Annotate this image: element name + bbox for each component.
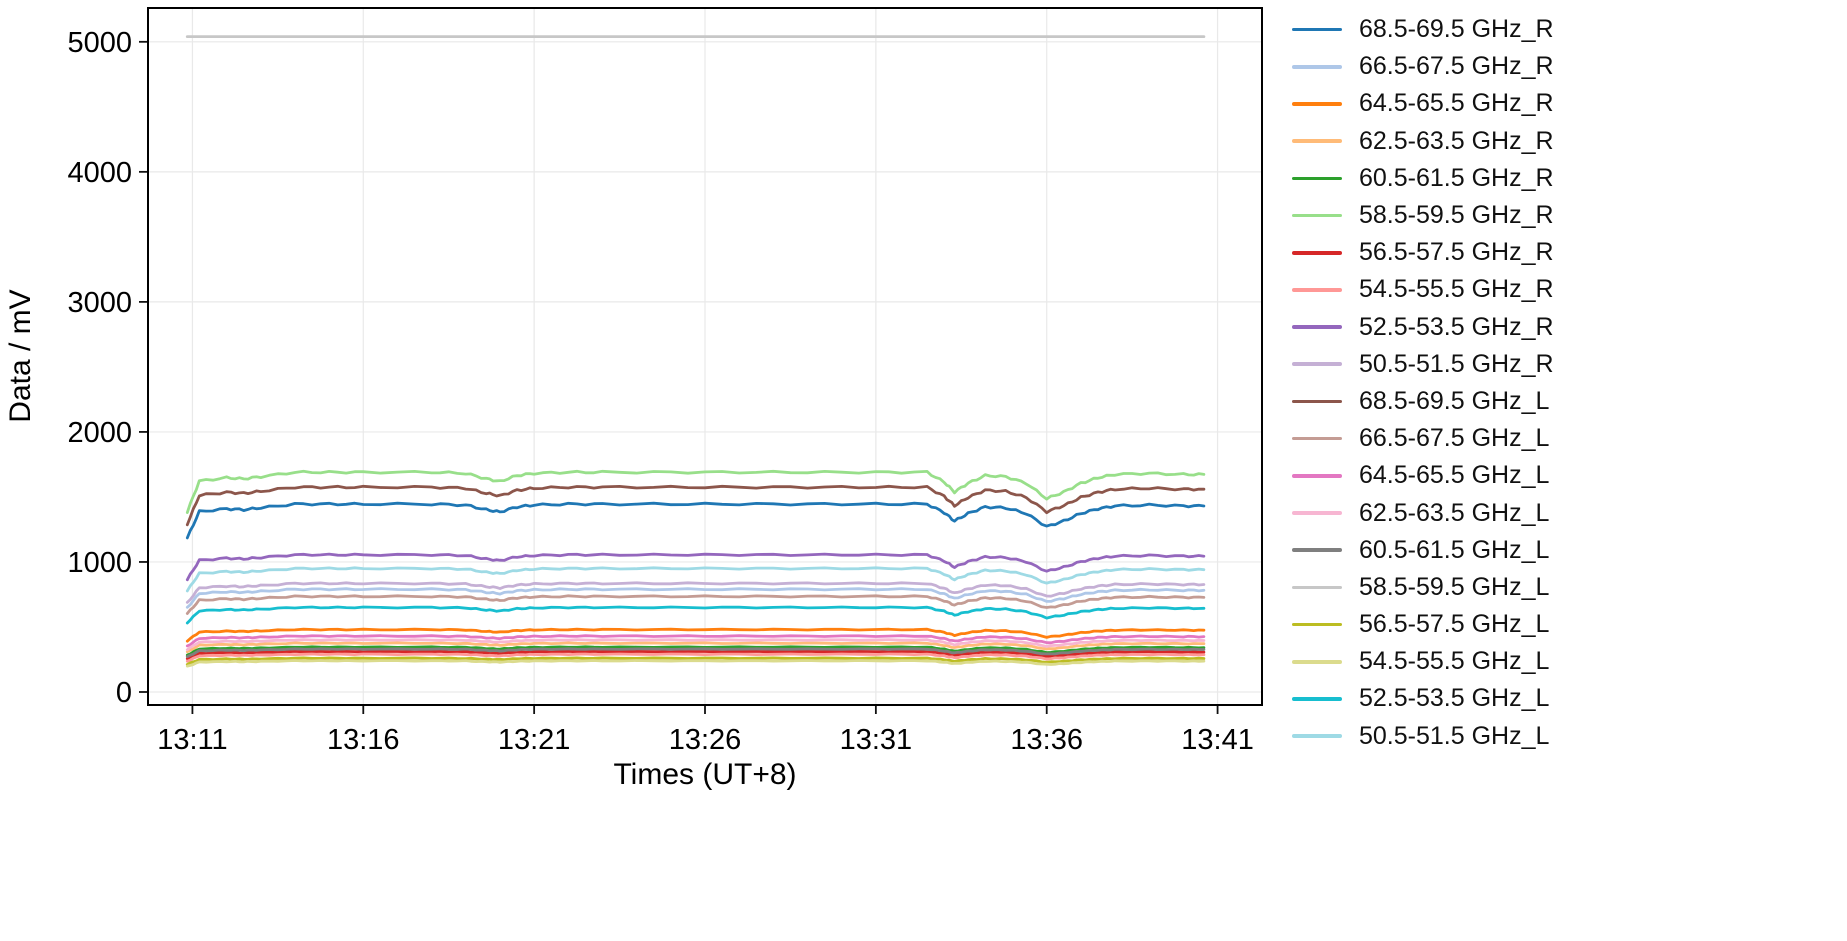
series-line (185, 652, 1206, 663)
legend-item: 64.5-65.5 GHz_R (1292, 85, 1554, 122)
legend-swatch (1292, 697, 1342, 701)
legend-swatch (1292, 436, 1342, 441)
legend-item: 62.5-63.5 GHz_L (1292, 494, 1554, 531)
series-line (185, 587, 1206, 609)
legend-swatch (1292, 585, 1342, 590)
legend-item: 52.5-53.5 GHz_R (1292, 309, 1554, 346)
legend-item: 68.5-69.5 GHz_L (1292, 383, 1554, 420)
legend-item: 54.5-55.5 GHz_R (1292, 271, 1554, 308)
legend-label: 64.5-65.5 GHz_L (1359, 461, 1550, 490)
legend-swatch (1292, 362, 1342, 367)
legend-label: 68.5-69.5 GHz_R (1359, 15, 1554, 44)
legend: 68.5-69.5 GHz_R 66.5-67.5 GHz_R 64.5-65.5 … (1292, 11, 1554, 755)
legend-item: 68.5-69.5 GHz_R (1292, 11, 1554, 48)
legend-label: 52.5-53.5 GHz_L (1359, 684, 1550, 713)
y-tick-label: 0 (116, 677, 132, 709)
legend-swatch (1292, 64, 1342, 69)
legend-swatch (1292, 213, 1342, 218)
legend-swatch (1292, 288, 1342, 292)
series-line (185, 552, 1206, 582)
x-axis-label: Times (UT+8) (613, 758, 797, 791)
series-line (185, 469, 1206, 514)
series-line (185, 627, 1206, 643)
series-line (185, 656, 1206, 666)
x-tick-label: 13:36 (1010, 724, 1083, 756)
series-line (185, 659, 1206, 668)
legend-swatch (1292, 325, 1342, 329)
series-line (185, 594, 1206, 615)
y-tick-label: 4000 (67, 157, 132, 189)
legend-item: 56.5-57.5 GHz_L (1292, 606, 1554, 643)
legend-label: 50.5-51.5 GHz_L (1359, 721, 1550, 750)
x-tick-label: 13:11 (157, 724, 227, 756)
x-tick-label: 13:41 (1181, 724, 1254, 756)
legend-swatch (1292, 139, 1342, 143)
legend-item: 58.5-59.5 GHz_L (1292, 569, 1554, 606)
series-line (185, 501, 1206, 540)
series-line (185, 641, 1206, 654)
legend-item: 66.5-67.5 GHz_R (1292, 48, 1554, 85)
series-line (185, 645, 1206, 657)
legend-label: 50.5-51.5 GHz_R (1359, 349, 1554, 378)
legend-item: 50.5-51.5 GHz_R (1292, 346, 1554, 383)
series-line (185, 650, 1206, 660)
legend-label: 60.5-61.5 GHz_R (1359, 163, 1554, 192)
series-line (185, 484, 1206, 527)
legend-label: 68.5-69.5 GHz_L (1359, 386, 1550, 415)
legend-swatch (1292, 27, 1342, 32)
legend-swatch (1292, 176, 1342, 181)
legend-swatch (1292, 511, 1342, 515)
legend-item: 60.5-61.5 GHz_R (1292, 160, 1554, 197)
series-line (185, 566, 1206, 593)
series-line (185, 647, 1206, 658)
x-tick-label: 13:16 (327, 724, 400, 756)
legend-label: 52.5-53.5 GHz_R (1359, 312, 1554, 341)
legend-label: 66.5-67.5 GHz_R (1359, 52, 1554, 81)
legend-item: 58.5-59.5 GHz_R (1292, 197, 1554, 234)
legend-swatch (1292, 250, 1342, 255)
legend-swatch (1292, 622, 1342, 627)
legend-item: 54.5-55.5 GHz_L (1292, 643, 1554, 680)
legend-swatch (1292, 399, 1342, 404)
legend-label: 58.5-59.5 GHz_R (1359, 201, 1554, 230)
legend-label: 56.5-57.5 GHz_R (1359, 238, 1554, 267)
x-tick-label: 13:21 (498, 724, 571, 756)
legend-item: 64.5-65.5 GHz_L (1292, 457, 1554, 494)
legend-item: 52.5-53.5 GHz_L (1292, 680, 1554, 717)
x-tick-label: 13:31 (840, 724, 913, 756)
legend-label: 66.5-67.5 GHz_L (1359, 424, 1550, 453)
y-axis-label: Data / mV (4, 289, 37, 423)
series-line (185, 638, 1206, 652)
x-tick-label: 13:26 (669, 724, 742, 756)
legend-item: 62.5-63.5 GHz_R (1292, 123, 1554, 160)
y-tick-label: 1000 (67, 547, 132, 579)
legend-item: 56.5-57.5 GHz_R (1292, 234, 1554, 271)
y-tick-label: 2000 (67, 417, 132, 449)
legend-item: 60.5-61.5 GHz_L (1292, 532, 1554, 569)
legend-label: 62.5-63.5 GHz_L (1359, 498, 1550, 527)
legend-label: 58.5-59.5 GHz_L (1359, 572, 1550, 601)
y-tick-label: 5000 (67, 27, 132, 59)
legend-label: 54.5-55.5 GHz_L (1359, 647, 1550, 676)
plot-frame (147, 7, 1263, 706)
legend-swatch (1292, 659, 1342, 664)
legend-swatch (1292, 548, 1342, 553)
legend-item: 50.5-51.5 GHz_L (1292, 718, 1554, 755)
series-line (185, 581, 1206, 604)
legend-label: 62.5-63.5 GHz_R (1359, 126, 1554, 155)
series-line (185, 634, 1206, 648)
legend-swatch (1292, 474, 1342, 478)
legend-label: 56.5-57.5 GHz_L (1359, 610, 1550, 639)
legend-label: 54.5-55.5 GHz_R (1359, 275, 1554, 304)
legend-swatch (1292, 734, 1342, 738)
legend-label: 60.5-61.5 GHz_L (1359, 535, 1550, 564)
series-line (185, 605, 1206, 625)
legend-label: 64.5-65.5 GHz_R (1359, 89, 1554, 118)
y-tick-label: 3000 (67, 287, 132, 319)
legend-swatch (1292, 102, 1342, 106)
legend-item: 66.5-67.5 GHz_L (1292, 420, 1554, 457)
